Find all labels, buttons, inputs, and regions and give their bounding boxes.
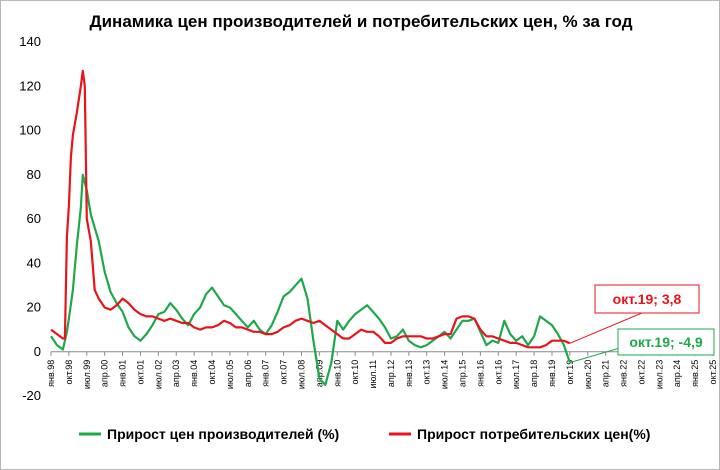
x-tick-label: июл.20 bbox=[583, 360, 593, 389]
callout-leader bbox=[569, 312, 642, 344]
x-tick-label: янв.10 bbox=[332, 360, 342, 387]
x-tick-label: окт.10 bbox=[350, 360, 360, 385]
y-axis: -20 0 20 40 60 80 100 120 140 bbox=[19, 34, 41, 403]
callout-label: окт.19; -4,9 bbox=[629, 334, 703, 350]
callouts: окт.19; 3,8 окт.19; -4,9 bbox=[569, 284, 715, 364]
x-tick-label: июл.17 bbox=[511, 360, 521, 389]
x-tick-label: июл.99 bbox=[82, 360, 92, 389]
x-tick-label: янв.13 bbox=[404, 360, 414, 387]
chart-title: Динамика цен производителей и потребител… bbox=[89, 12, 632, 31]
x-tick-label: апр.24 bbox=[672, 360, 682, 387]
y-tick-label: 100 bbox=[19, 123, 41, 138]
y-tick-label: 80 bbox=[27, 167, 41, 182]
callout-label: окт.19; 3,8 bbox=[613, 291, 682, 307]
series-layer bbox=[50, 69, 571, 386]
x-axis: янв.98 окт.98 июл.99 апр.00 янв.01 окт.01 июл.… bbox=[46, 351, 718, 389]
x-tick-label: окт.16 bbox=[493, 360, 503, 385]
x-tick-label: янв.16 bbox=[475, 360, 485, 387]
y-tick-label: 40 bbox=[27, 255, 41, 270]
x-tick-label: янв.01 bbox=[118, 360, 128, 387]
x-tick-label: апр.21 bbox=[601, 360, 611, 387]
legend: Прирост цен производителей (%) Прирост п… bbox=[79, 426, 650, 442]
callout-leader bbox=[569, 348, 619, 364]
x-tick-label: апр.18 bbox=[529, 360, 539, 387]
y-tick-label: 140 bbox=[19, 34, 41, 49]
x-tick-label: апр.00 bbox=[100, 360, 110, 387]
x-tick-label: июл.14 bbox=[440, 360, 450, 389]
y-tick-label: 20 bbox=[27, 300, 41, 315]
callout-box bbox=[594, 284, 700, 314]
x-tick-label: янв.25 bbox=[690, 360, 700, 387]
y-tick-label: 60 bbox=[27, 211, 41, 226]
x-tick-label: окт.98 bbox=[64, 360, 74, 385]
x-tick-label: июл.02 bbox=[153, 360, 163, 389]
x-tick-label: окт.01 bbox=[135, 360, 145, 385]
x-tick-label: янв.98 bbox=[46, 360, 56, 387]
callout-box bbox=[617, 328, 715, 356]
series-line-consumer bbox=[50, 69, 571, 349]
x-tick-label: июл.08 bbox=[296, 360, 306, 389]
x-tick-label: июл.23 bbox=[654, 360, 664, 389]
series-line-producer bbox=[50, 173, 571, 386]
x-tick-label: июл.05 bbox=[225, 360, 235, 389]
y-tick-label: 120 bbox=[19, 78, 41, 93]
x-tick-label: апр.12 bbox=[386, 360, 396, 387]
y-tick-label: -20 bbox=[22, 388, 41, 403]
x-tick-label: янв.04 bbox=[189, 360, 199, 387]
x-tick-label: окт.25 bbox=[708, 360, 718, 385]
x-tick-label: окт.13 bbox=[422, 360, 432, 385]
x-tick-label: апр.03 bbox=[171, 360, 181, 387]
x-tick-label: окт.19 bbox=[565, 360, 575, 385]
x-tick-label: окт.07 bbox=[279, 360, 289, 385]
x-tick-label: апр.06 bbox=[243, 360, 253, 387]
legend-label-producer: Прирост цен производителей (%) bbox=[107, 426, 339, 442]
x-tick-label: окт.04 bbox=[207, 360, 217, 385]
x-tick-label: июл.11 bbox=[368, 360, 378, 389]
x-tick-label: янв.07 bbox=[261, 360, 271, 387]
x-tick-label: апр.15 bbox=[458, 360, 468, 387]
x-tick-label: янв.22 bbox=[619, 360, 629, 387]
legend-label-consumer: Прирост потребительских цен(%) bbox=[417, 426, 650, 442]
y-tick-label: 0 bbox=[34, 344, 41, 359]
x-tick-label: окт.22 bbox=[636, 360, 646, 385]
x-tick-label: янв.19 bbox=[547, 360, 557, 387]
